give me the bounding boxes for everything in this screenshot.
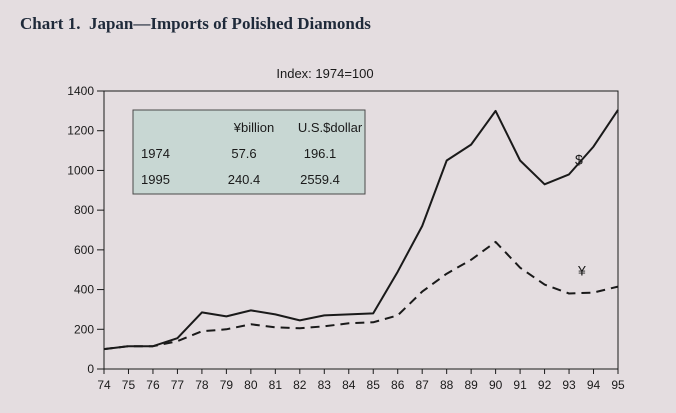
x-tick-label: 78	[195, 378, 209, 392]
axes: 0 200 400 600 800 1000 1200 1400 74 75 76 77 78 79 80 8…	[67, 84, 625, 392]
x-tick-label: 83	[318, 378, 332, 392]
inset-table-box	[132, 109, 366, 195]
x-tick-label: 82	[293, 378, 307, 392]
x-tick-label: 77	[171, 378, 185, 392]
y-tick-label: 1200	[67, 124, 94, 138]
x-tick-label: 87	[416, 378, 430, 392]
x-tick-label: 79	[220, 378, 234, 392]
x-tick-label: 90	[489, 378, 503, 392]
x-tick-label: 75	[122, 378, 136, 392]
x-tick-label: 85	[367, 378, 381, 392]
inset-table-yen-value: 57.6	[231, 146, 256, 161]
series-label-yen: ¥	[577, 263, 586, 279]
y-tick-label: 1000	[67, 163, 94, 177]
y-tick-label: 400	[74, 283, 94, 297]
x-tick-label: 84	[342, 378, 356, 392]
series-label-dollar: $	[575, 151, 583, 167]
chart-subtitle: Index: 1974=100	[276, 66, 373, 81]
series-line-yen	[103, 240, 619, 351]
inset-table-year: 1995	[141, 172, 170, 187]
inset-table-header: ¥billion	[233, 120, 274, 135]
x-tick-label: 88	[440, 378, 454, 392]
inset-table: ¥billion U.S.$dollar 1974 57.6 196.1 1995 240.…	[132, 109, 366, 195]
x-tick-label: 92	[538, 378, 552, 392]
series-group: $¥	[103, 109, 619, 351]
y-tick-label: 0	[87, 362, 94, 376]
inset-table-dollar-value: 2559.4	[300, 172, 340, 187]
x-tick-label: 89	[464, 378, 478, 392]
y-tick-label: 1400	[67, 84, 94, 98]
x-tick-label: 91	[513, 378, 527, 392]
y-tick-label: 800	[74, 203, 94, 217]
series-line-dollar	[103, 109, 619, 351]
y-tick-label: 600	[74, 243, 94, 257]
plot-frame	[103, 90, 619, 370]
inset-table-year: 1974	[141, 146, 170, 161]
x-tick-label: 86	[391, 378, 405, 392]
x-tick-label: 95	[611, 378, 625, 392]
inset-table-yen-value: 240.4	[228, 172, 261, 187]
x-tick-label: 94	[587, 378, 601, 392]
x-tick-label: 81	[269, 378, 283, 392]
inset-table-header: U.S.$dollar	[298, 120, 363, 135]
x-tick-label: 74	[97, 378, 111, 392]
inset-table-dollar-value: 196.1	[304, 146, 337, 161]
x-tick-label: 93	[562, 378, 576, 392]
x-tick-label: 80	[244, 378, 258, 392]
x-tick-label: 76	[146, 378, 160, 392]
y-tick-label: 200	[74, 322, 94, 336]
chart-title: Chart 1. Japan—Imports of Polished Diamo…	[20, 14, 371, 33]
